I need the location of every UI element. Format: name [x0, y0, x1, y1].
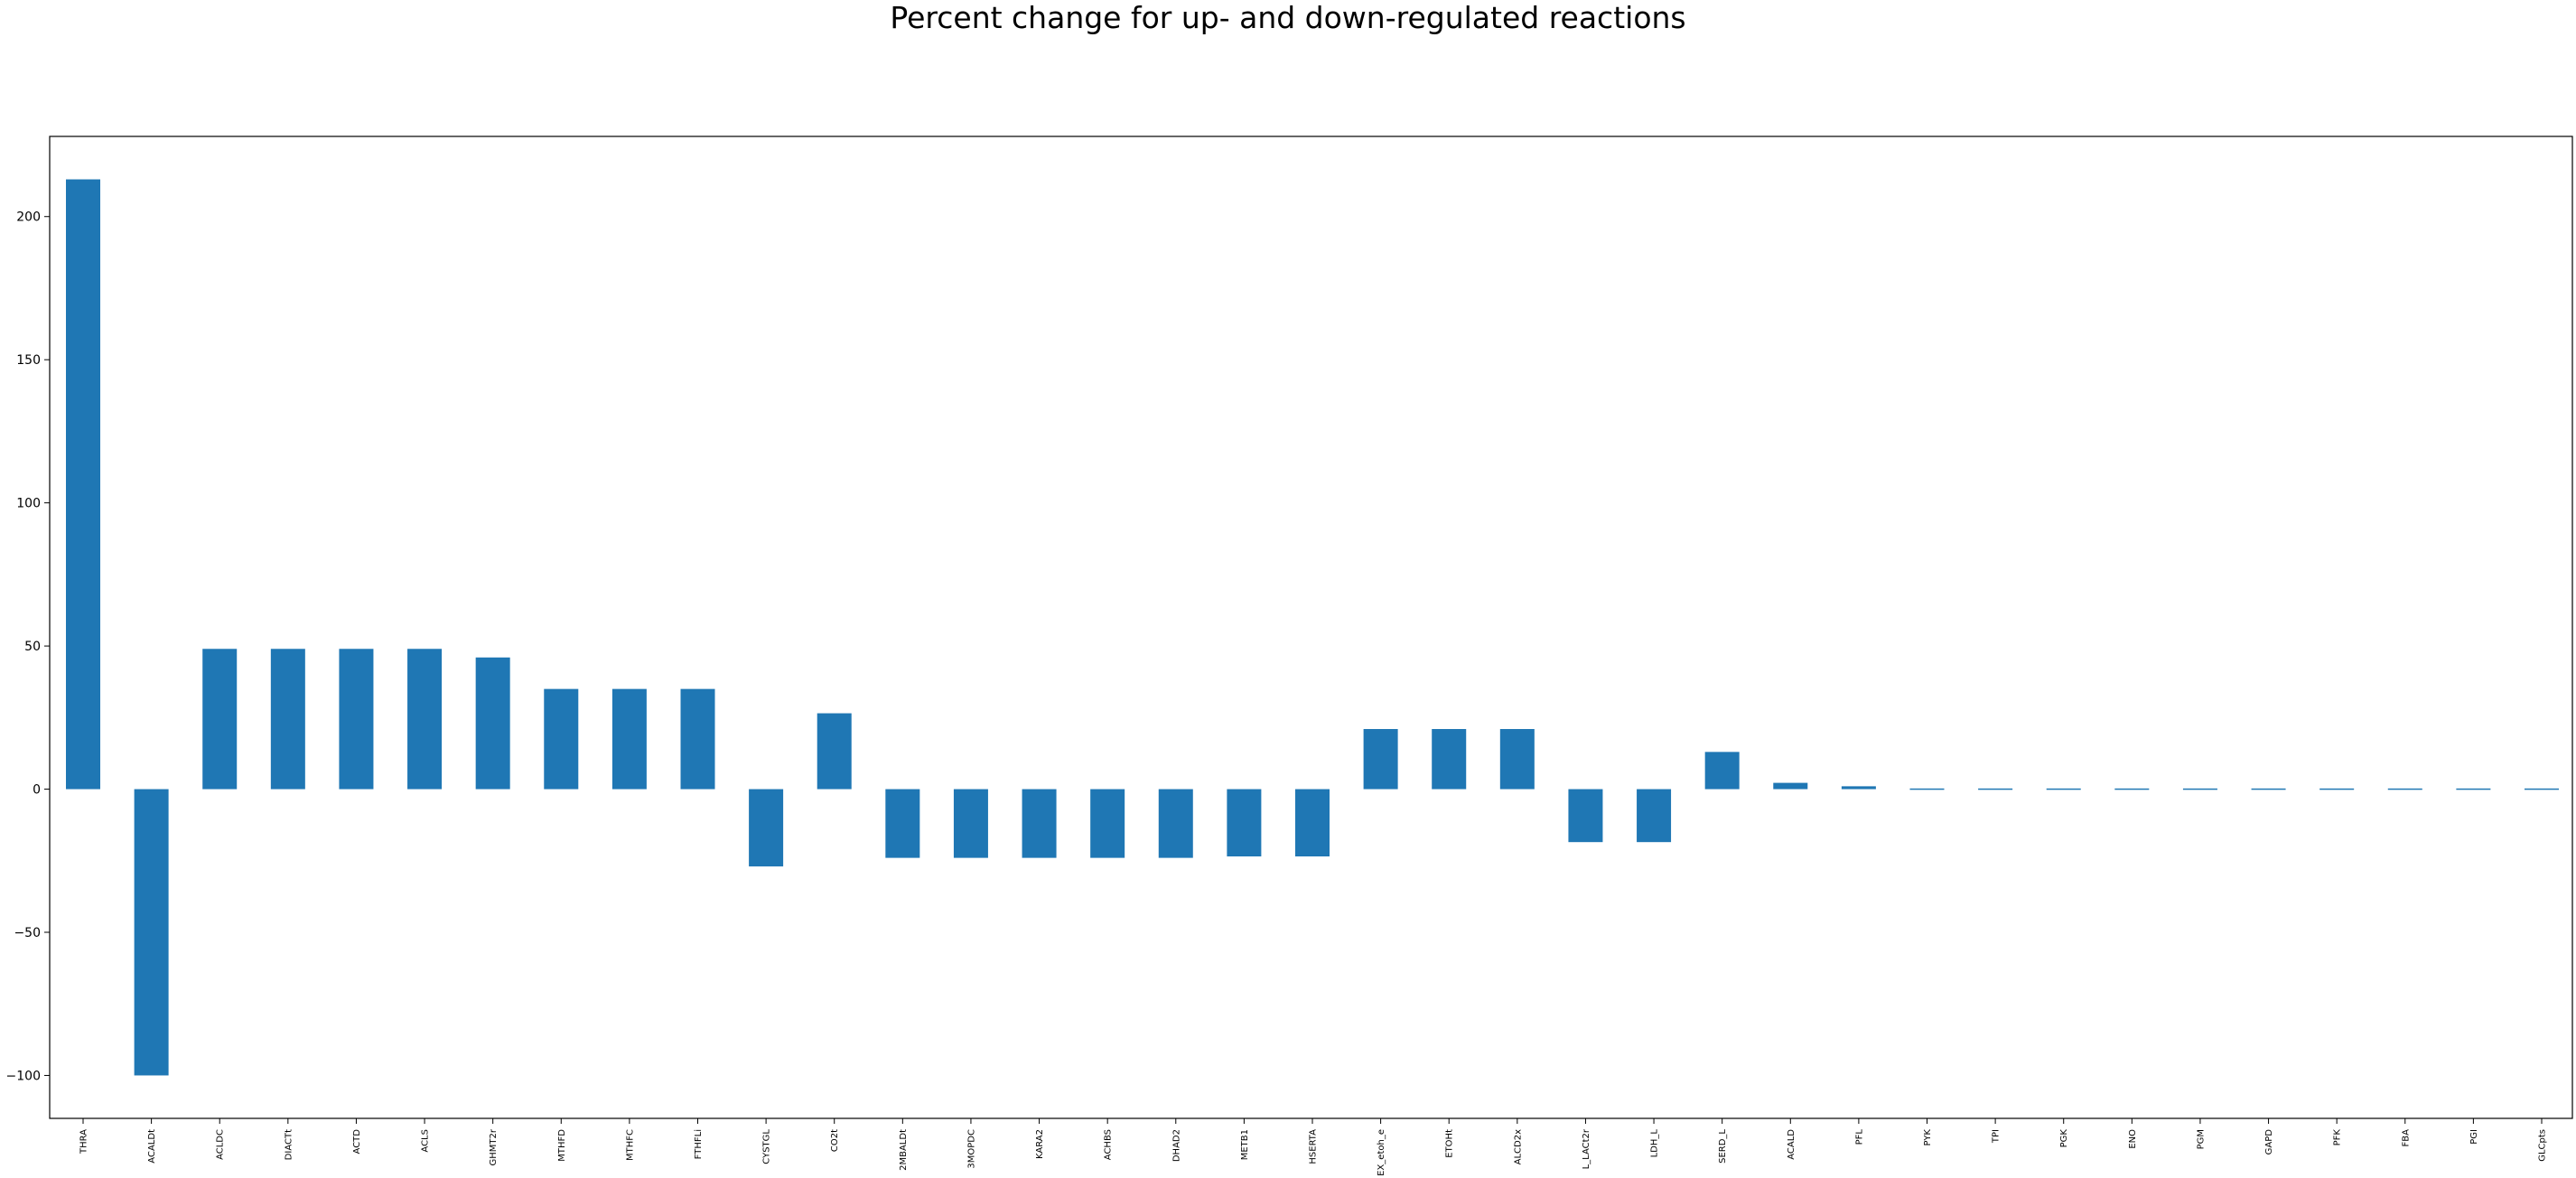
bar-LDH_L [1637, 789, 1672, 843]
bar-THRA [66, 179, 100, 790]
bar-3MOPDC [953, 789, 988, 858]
bar-SERD_L [1704, 752, 1740, 790]
y-tick-label: −100 [6, 1069, 41, 1083]
x-tick-label: CO2t [830, 1129, 840, 1152]
x-tick-label: GHMT2r [489, 1128, 499, 1165]
x-tick-label: PYK [1923, 1129, 1933, 1146]
bar-DHAD2 [1158, 789, 1193, 858]
x-tick-label: PFK [2333, 1129, 2343, 1146]
chart-title: Percent change for up- and down-regulate… [890, 0, 1686, 35]
x-tick-label: THRA [79, 1129, 89, 1155]
x-tick-label: ACHBS [1104, 1129, 1114, 1160]
bar-PYK [1909, 788, 1945, 790]
x-tick-label: DHAD2 [1171, 1129, 1181, 1162]
x-tick-label: PGM [2196, 1129, 2206, 1149]
x-tick-label: LDH_L [1650, 1129, 1660, 1158]
y-tick-label: −50 [14, 926, 41, 940]
bar-ETOHt [1432, 729, 1467, 790]
bar-CO2t [817, 713, 852, 790]
y-tick-label: 100 [16, 497, 41, 511]
x-tick-label: PGK [2059, 1129, 2069, 1148]
bar-CYSTGL [749, 789, 784, 867]
x-tick-label: CYSTGL [762, 1129, 772, 1164]
bar-ACLDC [202, 649, 238, 790]
x-tick-label: GAPD [2264, 1129, 2274, 1155]
bar-2MBALDt [885, 789, 920, 858]
x-tick-label: ENO [2128, 1129, 2138, 1149]
bar-ENO [2114, 788, 2150, 790]
bar-HSERTA [1295, 789, 1330, 857]
bar-PGM [2182, 788, 2217, 790]
bar-MTHFC [611, 688, 647, 790]
bar-ALCD2x [1499, 729, 1535, 790]
bar-METB1 [1227, 789, 1262, 857]
x-tick-label: HSERTA [1309, 1129, 1319, 1164]
bars-layer [66, 179, 2559, 1076]
x-tick-label: ACALD [1787, 1129, 1797, 1160]
x-tick-label: ACLDC [216, 1129, 226, 1160]
x-tick-label: KARA2 [1035, 1129, 1045, 1159]
x-tick-label: MTHFC [625, 1129, 635, 1161]
bar-ACLS [407, 649, 443, 790]
x-tick-label: GLCpts [2538, 1129, 2548, 1162]
y-tick-label: 0 [33, 783, 41, 798]
y-tick-label: 50 [24, 640, 41, 654]
bar-ACTD [339, 649, 374, 790]
bar-DIACTt [270, 649, 305, 790]
x-tick-label: ALCD2x [1513, 1129, 1523, 1164]
x-tick-label: 2MBALDt [899, 1129, 909, 1171]
bar-ACALD [1773, 782, 1808, 790]
x-tick-label: METB1 [1240, 1129, 1250, 1160]
x-tick-label: FTHFLi [694, 1129, 704, 1159]
bar-GLCpts [2525, 788, 2559, 790]
x-tick-label: PFL [1854, 1129, 1864, 1145]
bar-PFK [2319, 788, 2355, 790]
bar-KARA2 [1022, 789, 1057, 858]
x-tick-label: ETOHt [1445, 1129, 1455, 1158]
bar-L_LACt2r [1568, 789, 1603, 843]
y-axis: −100 −50 0 50 100 150 200 [6, 210, 50, 1083]
x-tick-label: PGI [2469, 1129, 2479, 1145]
y-tick-label: 200 [16, 210, 41, 225]
x-tick-label: TPI [1992, 1129, 2002, 1144]
x-tick-label: ACLS [421, 1129, 431, 1153]
x-tick-label: EX_etoh_e [1377, 1129, 1386, 1176]
x-tick-label: 3MOPDC [966, 1129, 976, 1169]
y-tick-label: 150 [16, 353, 41, 368]
bar-MTHFD [544, 688, 579, 790]
bar-PFL [1841, 786, 1876, 790]
x-tick-label: L_LACt2r [1582, 1128, 1591, 1169]
bar-ACALDt [134, 789, 169, 1076]
bar-ACHBS [1090, 789, 1125, 858]
x-tick-label: ACTD [352, 1129, 362, 1155]
bar-GAPD [2251, 788, 2286, 790]
x-tick-label: MTHFD [557, 1129, 567, 1162]
x-axis: THRA ACALDt ACLDC DIACTt ACTD ACLS GHMT2r MTHFD… [79, 1118, 2548, 1176]
bar-PGK [2046, 788, 2081, 790]
x-tick-label: DIACTt [284, 1129, 294, 1160]
bar-TPI [1978, 788, 2013, 790]
x-tick-label: ACALDt [147, 1129, 157, 1164]
x-tick-label: SERD_L [1718, 1129, 1728, 1164]
bar-PGI [2456, 788, 2491, 790]
bar-FBA [2387, 788, 2422, 790]
plot-frame [49, 136, 2573, 1119]
x-tick-label: FBA [2401, 1129, 2411, 1147]
bar-EX_etoh_e [1363, 729, 1398, 790]
bar-GHMT2r [475, 657, 510, 790]
bar-FTHFLi [680, 688, 715, 790]
